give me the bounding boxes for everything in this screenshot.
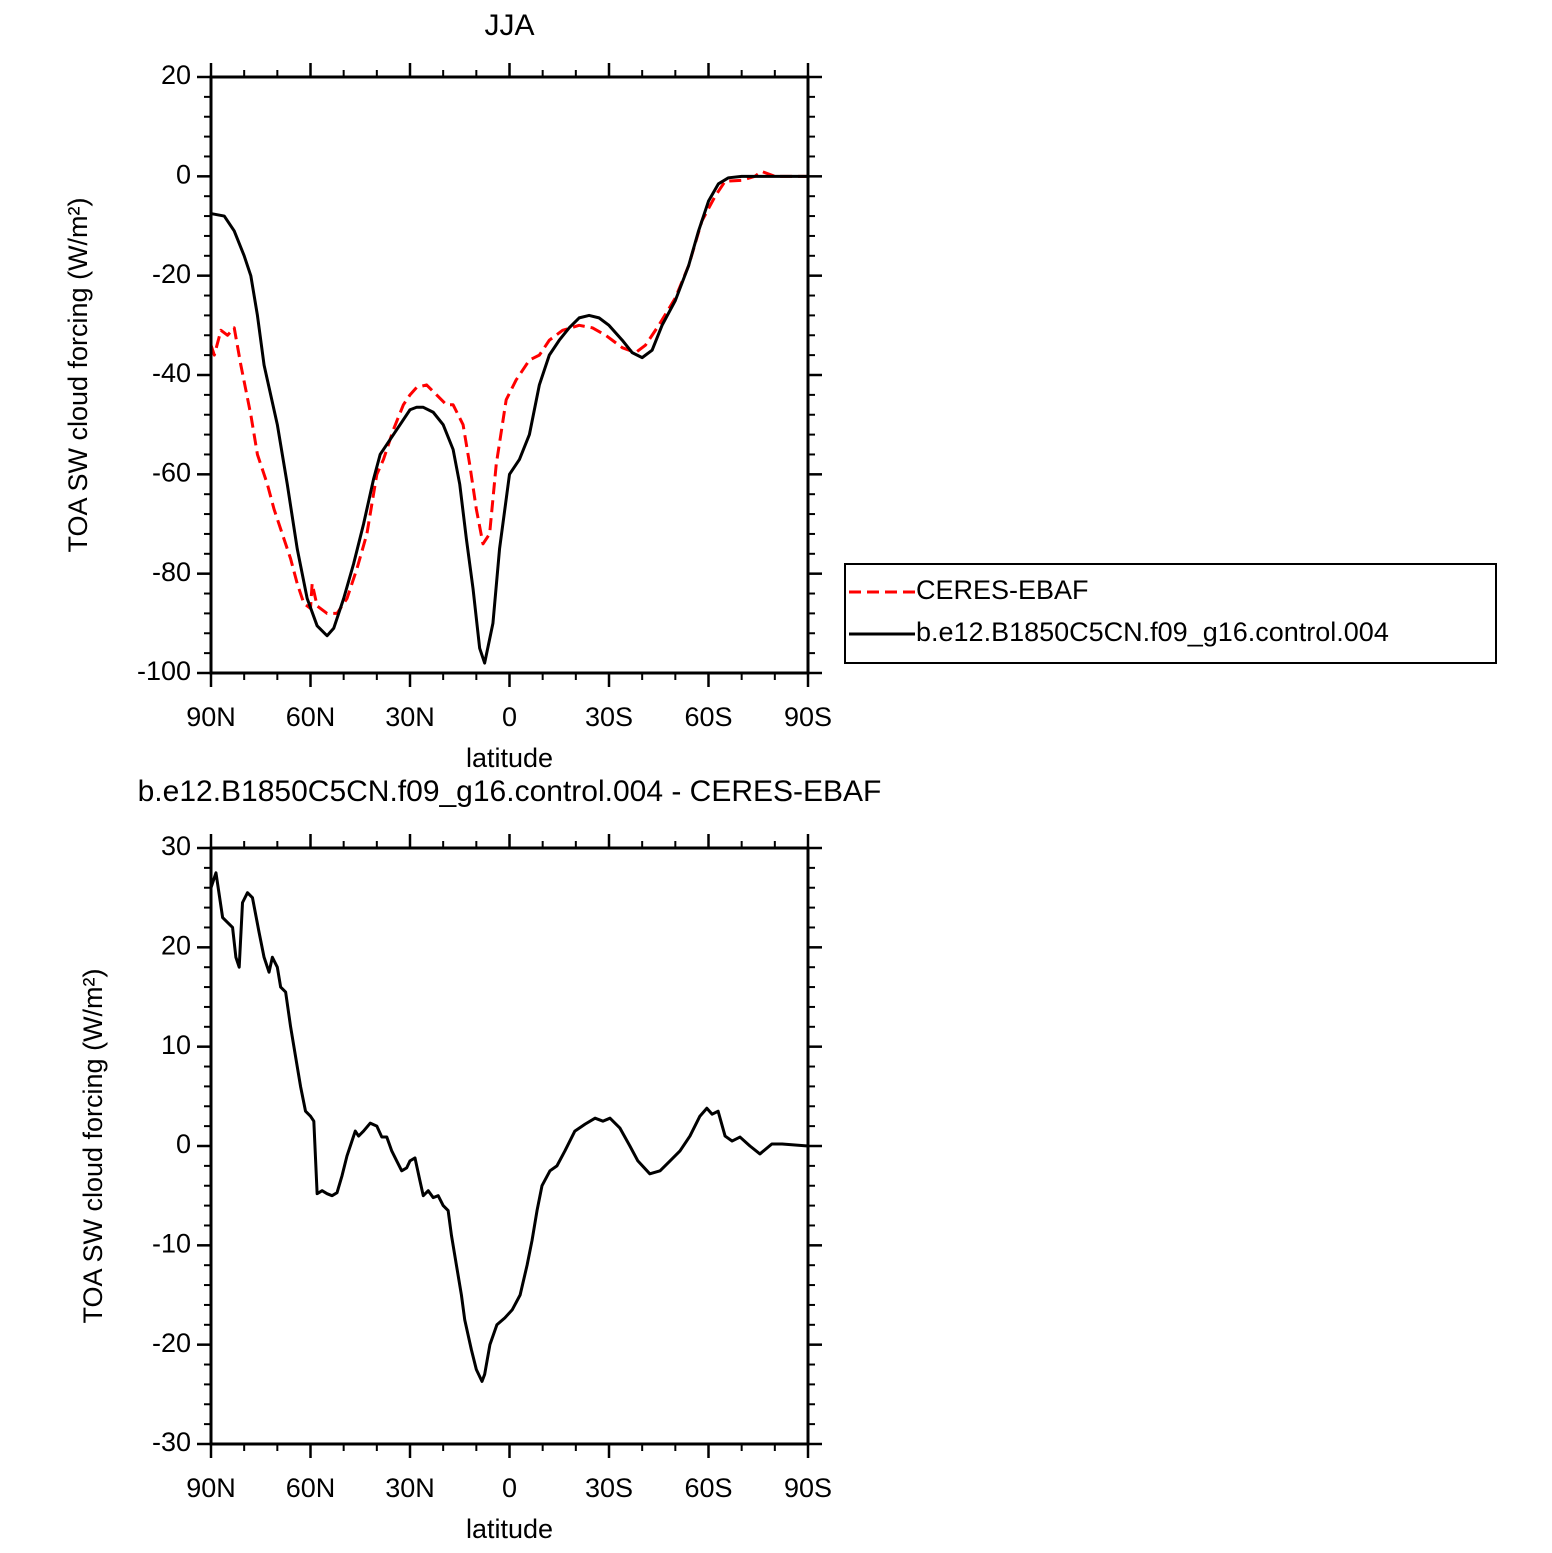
- x-tick-label: 60S: [684, 1473, 732, 1503]
- y-tick-label: -60: [152, 457, 191, 487]
- x-tick-label: 60N: [286, 1473, 336, 1503]
- y-tick-label: 0: [176, 159, 191, 189]
- x-tick-label: 60N: [286, 702, 336, 732]
- x-tick-label: 30S: [585, 1473, 633, 1503]
- x-tick-label: 90S: [784, 1473, 832, 1503]
- y-tick-label: 0: [176, 1129, 191, 1159]
- y-tick-label: -100: [137, 656, 191, 686]
- x-tick-label: 60S: [684, 702, 732, 732]
- y-tick-label: -20: [152, 1328, 191, 1358]
- y-tick-label: 20: [161, 930, 191, 960]
- data-line: [209, 871, 809, 1383]
- x-tick-label: 30N: [385, 1473, 435, 1503]
- y-tick-label: 30: [161, 831, 191, 861]
- y-tick-label: -40: [152, 358, 191, 388]
- y-tick-label: -30: [152, 1427, 191, 1457]
- y-tick-label: -10: [152, 1228, 191, 1258]
- plot-frame: [209, 846, 810, 1446]
- x-tick-label: 30S: [585, 702, 633, 732]
- x-tick-label: 0: [502, 702, 517, 732]
- x-tick-label: 0: [502, 1473, 517, 1503]
- x-tick-label: 90S: [784, 702, 832, 732]
- chart-title: b.e12.B1850C5CN.f09_g16.control.004 - CE…: [138, 775, 882, 808]
- legend-label: CERES-EBAF: [916, 575, 1089, 605]
- x-tick-label: 90N: [186, 1473, 236, 1503]
- legend-box: [844, 563, 1497, 664]
- y-tick-label: -20: [152, 259, 191, 289]
- legend-label: b.e12.B1850C5CN.f09_g16.control.004: [916, 617, 1389, 647]
- x-axis-label: latitude: [466, 1514, 553, 1544]
- y-tick-label: 20: [161, 60, 191, 90]
- x-tick-label: 30N: [385, 702, 435, 732]
- chart-title: JJA: [484, 9, 534, 42]
- y-tick-label: -80: [152, 557, 191, 587]
- data-line: [210, 174, 808, 665]
- x-axis-label: latitude: [466, 743, 553, 773]
- data-line: [209, 169, 808, 615]
- x-tick-label: 90N: [186, 702, 236, 732]
- y-axis-label: TOA SW cloud forcing (W/m²): [78, 968, 108, 1323]
- y-tick-label: 10: [161, 1030, 191, 1060]
- y-axis-label: TOA SW cloud forcing (W/m²): [63, 197, 93, 552]
- plot-frame: [209, 75, 810, 675]
